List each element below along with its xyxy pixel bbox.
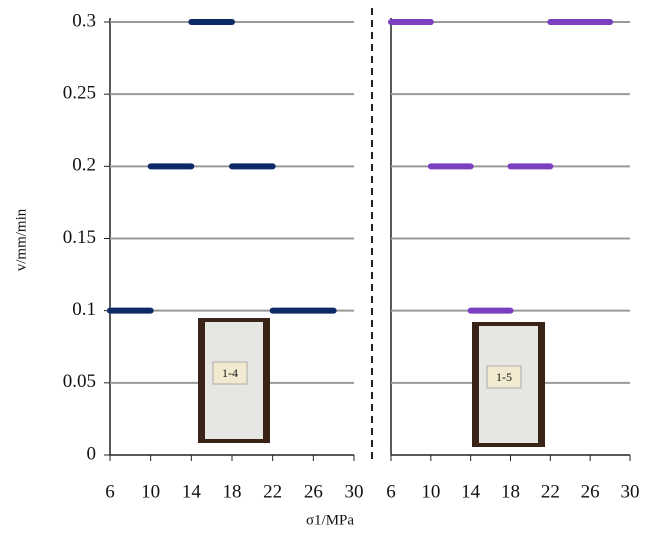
x-tick-label: 22 [541,481,560,502]
chart: v/mm/min σ1/MPa 0 0.05 0.1 0.15 0.2 0.25 0.3 6 1… [0,0,659,534]
x-tick-label: 6 [105,481,115,502]
x-tick-label: 10 [141,481,160,502]
x-tick-label: 10 [421,481,440,502]
y-tick-label: 0 [87,443,97,464]
x-axis-title: σ1/MPa [306,512,354,528]
y-tick-label: 0.3 [72,10,96,31]
y-tick-label: 0.05 [63,371,96,392]
y-tick-label: 0.1 [72,299,96,320]
x-tick-label: 26 [304,481,323,502]
x-tick-label: 22 [263,481,282,502]
x-tick-label: 14 [461,481,481,502]
x-tick-label: 30 [621,481,640,502]
x-tick-label: 18 [501,481,520,502]
x-tick-label: 14 [182,481,202,502]
x-tick-label: 30 [345,481,364,502]
specimen-label: 1-4 [222,366,238,380]
y-tick-label: 0.2 [72,155,96,176]
specimen-label: 1-5 [496,370,512,384]
y-tick-label: 0.15 [63,227,96,248]
x-tick-label: 26 [581,481,600,502]
y-axis-title: v/mm/min [13,208,29,271]
y-tick-label: 0.25 [63,83,96,104]
x-tick-label: 18 [223,481,242,502]
x-tick-label: 6 [386,481,396,502]
